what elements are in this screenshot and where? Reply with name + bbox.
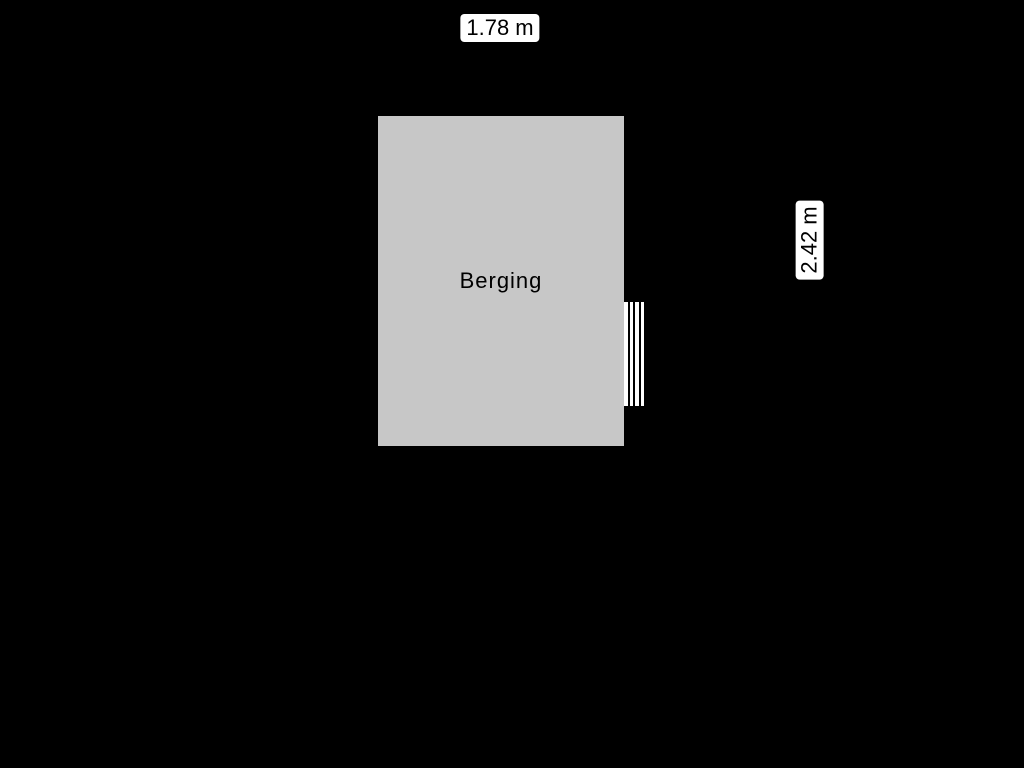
door-stile — [633, 302, 635, 406]
dimension-height-label: 2.42 m — [796, 200, 824, 279]
room-label: Berging — [460, 268, 543, 294]
dimension-width-label: 1.78 m — [460, 14, 539, 42]
door-stile — [639, 302, 641, 406]
door-cap — [624, 406, 644, 412]
door-stile — [628, 302, 630, 406]
room-berging: Berging — [368, 106, 634, 456]
door — [624, 296, 644, 412]
floorplan-canvas: Berging 1.78 m 2.42 m — [0, 0, 1024, 768]
